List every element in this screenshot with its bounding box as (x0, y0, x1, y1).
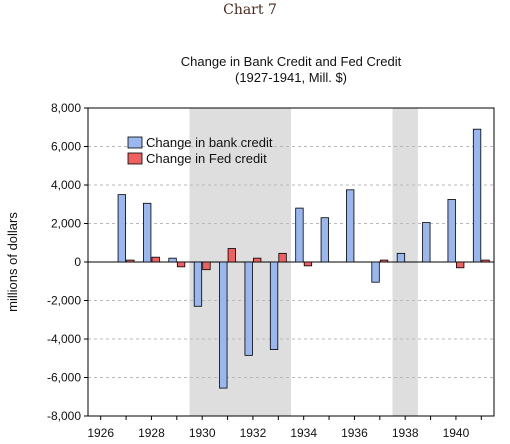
bank-credit-bar (472, 128, 482, 263)
y-tick-label: 4,000 (51, 178, 81, 192)
fed-credit-bar (253, 257, 262, 263)
fed-credit-bar (303, 261, 313, 267)
y-tick-label: -2,000 (47, 294, 81, 308)
bank-credit-bar (244, 261, 253, 356)
bank-credit-bar (346, 189, 355, 263)
x-tick-label: 1930 (189, 426, 216, 440)
fed-credit-bar (481, 259, 490, 263)
fed-credit-bar (202, 261, 211, 271)
bank-credit-bar (143, 202, 152, 263)
y-tick-label: -4,000 (47, 332, 81, 346)
legend-swatch-bank (127, 136, 143, 149)
fed-credit-bar (379, 259, 389, 263)
bank-credit-bar (371, 261, 380, 283)
y-tick-label: -6,000 (47, 371, 81, 385)
bank-credit-bar (295, 207, 304, 263)
bank-credit-bar (219, 261, 228, 389)
y-tick-label: 2,000 (51, 217, 81, 231)
fed-credit-bar (227, 248, 236, 263)
x-tick-label: 1934 (290, 426, 317, 440)
chart-title: Change in Bank Credit and Fed Credit (181, 54, 402, 69)
x-tick-label: 1932 (240, 426, 267, 440)
bank-credit-bar (396, 252, 406, 263)
chart-subtitle: (1927-1941, Mill. $) (235, 70, 347, 85)
x-tick-label: 1926 (87, 426, 114, 440)
legend-swatch-fed (127, 152, 143, 165)
bank-credit-bar (447, 199, 456, 263)
fed-credit-bar (176, 261, 186, 268)
y-tick-label: 6,000 (51, 140, 81, 154)
bank-credit-bar (269, 261, 279, 350)
fed-credit-bar (278, 252, 287, 263)
x-tick-label: 1928 (138, 426, 165, 440)
bank-credit-bar (320, 217, 329, 263)
bank-credit-bar (193, 261, 203, 307)
y-tick-label: 0 (74, 255, 81, 269)
bank-credit-bar (168, 257, 177, 263)
x-tick-label: 1940 (443, 426, 470, 440)
legend-label-bank: Change in bank credit (146, 135, 273, 150)
y-tick-label: -8,000 (47, 409, 81, 423)
bank-credit-bar (422, 222, 431, 263)
page-heading: Chart 7 (223, 2, 277, 18)
x-tick-label: 1936 (341, 426, 368, 440)
bank-credit-bar (117, 194, 126, 263)
fed-credit-bar (151, 256, 160, 263)
y-axis-label: millions of dollars (5, 212, 20, 312)
legend-label-fed: Change in Fed credit (146, 151, 267, 166)
y-tick-label: 8,000 (51, 101, 81, 115)
x-tick-label: 1938 (392, 426, 419, 440)
plot-frame (87, 107, 495, 417)
fed-credit-bar (126, 259, 135, 263)
fed-credit-bar (456, 261, 465, 269)
